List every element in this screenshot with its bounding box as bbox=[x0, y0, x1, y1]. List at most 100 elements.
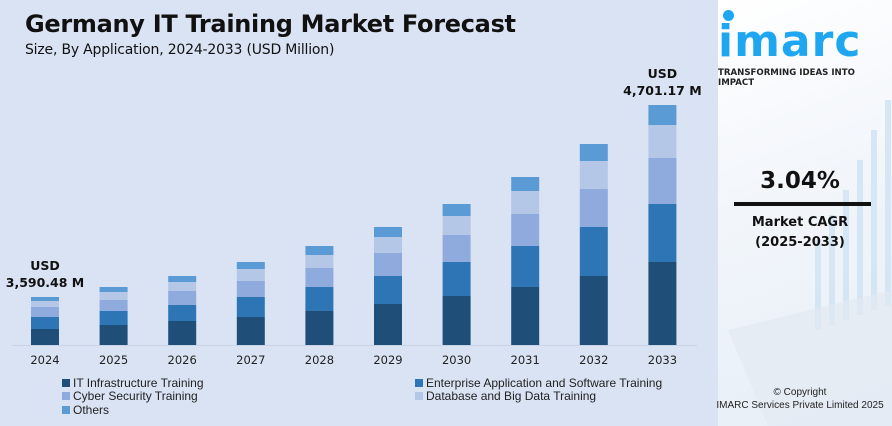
bar-segment-2030-series-3 bbox=[442, 216, 471, 235]
bar-segment-2033-series-1 bbox=[648, 204, 677, 262]
legend-label: Enterprise Application and Software Trai… bbox=[426, 375, 663, 390]
cagr-label: Market CAGR (2025-2033) bbox=[708, 213, 892, 253]
bar-segment-2024-series-2 bbox=[31, 307, 59, 317]
bar-segment-2028-series-2 bbox=[305, 268, 334, 287]
copyright: © Copyright IMARC Services Private Limit… bbox=[708, 386, 892, 412]
bar-group-2031 bbox=[511, 177, 540, 345]
bar-segment-2026-series-3 bbox=[168, 282, 197, 291]
bar-segment-2024-series-1 bbox=[31, 317, 59, 329]
imarc-logo: imarc bbox=[718, 16, 862, 67]
cagr-value: 3.04% bbox=[760, 168, 840, 194]
x-tick-label: 2033 bbox=[648, 353, 677, 367]
bar-segment-2033-series-2 bbox=[648, 158, 677, 204]
total-annotation-2033-line-2: 4,701.17 M bbox=[623, 83, 701, 98]
legend-column-2: Enterprise Application and Software Trai… bbox=[415, 376, 662, 403]
bar-segment-2025-series-0 bbox=[99, 325, 128, 345]
bar-segment-2028-series-1 bbox=[305, 287, 334, 311]
bar-segment-2033-series-4 bbox=[648, 105, 677, 125]
bar-segment-2025-series-2 bbox=[99, 300, 128, 311]
legend-swatch bbox=[62, 405, 70, 414]
legend-item: IT Infrastructure Training bbox=[62, 376, 204, 390]
bar-group-2027 bbox=[236, 262, 265, 345]
bar-segment-2025-series-4 bbox=[99, 287, 128, 292]
copyright-line-1: © Copyright bbox=[773, 387, 827, 398]
bar-segment-2031-series-2 bbox=[511, 214, 540, 246]
bar-segment-2033-series-3 bbox=[648, 125, 677, 158]
bar-segment-2031-series-1 bbox=[511, 246, 540, 287]
chart-title: Germany IT Training Market Forecast bbox=[25, 10, 516, 38]
bar-group-2030 bbox=[442, 204, 471, 345]
bar-segment-2030-series-1 bbox=[442, 262, 471, 296]
legend-item: Cyber Security Training bbox=[62, 389, 204, 404]
x-tick-label: 2026 bbox=[168, 353, 197, 367]
chart-panel: Germany IT Training Market Forecast Size… bbox=[5, 10, 702, 417]
bar-group-2026 bbox=[168, 276, 197, 345]
legend-swatch bbox=[62, 378, 70, 387]
bar-segment-2032-series-1 bbox=[579, 227, 608, 276]
bar-segment-2027-series-2 bbox=[236, 281, 265, 297]
legend-item: Others bbox=[62, 403, 204, 417]
legend-item: Database and Big Data Training bbox=[415, 389, 662, 404]
bar-segment-2029-series-0 bbox=[374, 304, 402, 345]
decorative-background bbox=[708, 0, 892, 426]
bar-segment-2031-series-0 bbox=[511, 287, 540, 345]
bar-segment-2026-series-2 bbox=[168, 291, 197, 305]
bar-segment-2024-series-3 bbox=[31, 301, 59, 307]
bar-segment-2026-series-1 bbox=[168, 305, 197, 321]
bar-segment-2032-series-3 bbox=[579, 161, 608, 189]
cagr-period: (2025-2033) bbox=[755, 235, 845, 250]
legend-swatch bbox=[415, 378, 423, 387]
x-tick-label: 2025 bbox=[99, 353, 128, 367]
bar-segment-2027-series-3 bbox=[236, 269, 265, 281]
bar-segment-2028-series-4 bbox=[305, 246, 334, 255]
bar-segment-2031-series-3 bbox=[511, 191, 540, 214]
bar-segment-2030-series-2 bbox=[442, 235, 471, 262]
bar-segment-2029-series-2 bbox=[374, 253, 402, 276]
x-tick-label: 2032 bbox=[579, 353, 608, 367]
bar-segment-2027-series-4 bbox=[236, 262, 265, 269]
bar-segment-2029-series-1 bbox=[374, 276, 402, 304]
bar-segment-2028-series-3 bbox=[305, 255, 334, 268]
bar-segment-2025-series-3 bbox=[99, 292, 128, 300]
bar-segment-2028-series-0 bbox=[305, 311, 334, 345]
bar-segment-2032-series-2 bbox=[579, 189, 608, 227]
bar-segment-2030-series-0 bbox=[442, 296, 471, 345]
bar-segment-2029-series-4 bbox=[374, 227, 402, 237]
legend-label: Cyber Security Training bbox=[73, 389, 198, 404]
legend-column-1: IT Infrastructure Training Cyber Security… bbox=[62, 376, 204, 417]
stacked-bar-chart: 2024 2025 2026 2027 2028 2029 2030 2031 2032 2033… bbox=[6, 66, 702, 367]
legend-item: Enterprise Application and Software Trai… bbox=[415, 376, 662, 390]
x-tick-label: 2027 bbox=[236, 353, 265, 367]
bar-segment-2031-series-4 bbox=[511, 177, 540, 191]
bar-segment-2027-series-0 bbox=[236, 317, 265, 345]
bar-group-2024 bbox=[31, 297, 59, 345]
legend-label: Database and Big Data Training bbox=[426, 389, 597, 404]
total-annotation-2024-line-2: 3,590.48 M bbox=[6, 275, 84, 290]
legend-label: IT Infrastructure Training bbox=[73, 375, 204, 390]
info-panel: imarc TRANSFORMING IDEAS INTO IMPACT 3.0… bbox=[708, 0, 892, 426]
bar-segment-2033-series-0 bbox=[648, 262, 677, 345]
x-tick-label: 2029 bbox=[373, 353, 402, 367]
total-annotation-2033-line-1: USD bbox=[648, 66, 678, 81]
legend-swatch bbox=[415, 392, 423, 401]
legend-swatch bbox=[62, 392, 70, 401]
bar-group-2032 bbox=[579, 144, 608, 345]
bar-segment-2027-series-1 bbox=[236, 297, 265, 317]
logo-tagline: TRANSFORMING IDEAS INTO IMPACT bbox=[718, 68, 855, 88]
chart-subtitle: Size, By Application, 2024-2033 (USD Mil… bbox=[25, 42, 335, 58]
bar-group-2025 bbox=[99, 287, 128, 345]
cagr-label-text: Market CAGR bbox=[751, 215, 849, 230]
bar-group-2033 bbox=[648, 105, 677, 345]
bar-segment-2026-series-0 bbox=[168, 321, 197, 345]
legend-label: Others bbox=[73, 402, 110, 417]
bar-segment-2029-series-3 bbox=[374, 237, 402, 253]
bar-segment-2030-series-4 bbox=[442, 204, 471, 216]
bar-segment-2026-series-4 bbox=[168, 276, 197, 282]
copyright-line-2: IMARC Services Private Limited 2025 bbox=[716, 400, 884, 411]
bar-segment-2024-series-4 bbox=[31, 297, 59, 301]
x-tick-label: 2030 bbox=[442, 353, 471, 367]
cagr-divider bbox=[734, 202, 871, 206]
x-tick-label: 2028 bbox=[305, 353, 334, 367]
bar-group-2028 bbox=[305, 246, 334, 345]
bar-segment-2024-series-0 bbox=[31, 329, 59, 345]
